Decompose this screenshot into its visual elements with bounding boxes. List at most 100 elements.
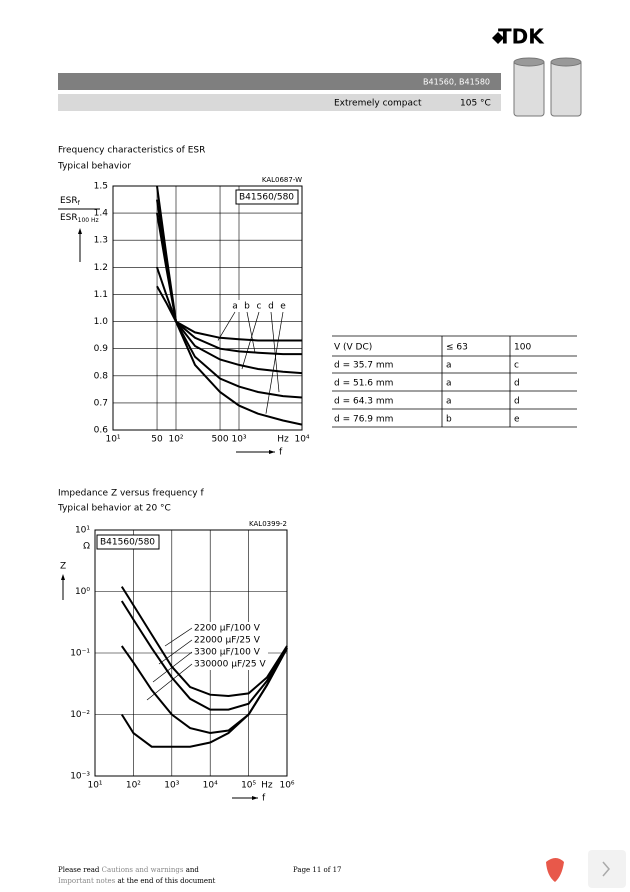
footer-note: Important notes at the end of this docum… — [58, 877, 216, 885]
table-cell: d = 76.9 mm — [334, 415, 393, 425]
x-label: f — [279, 448, 283, 458]
leader-line — [270, 311, 280, 393]
app-logo — [546, 858, 564, 882]
table-cell: b — [446, 415, 452, 425]
table-cell: d = 64.3 mm — [334, 397, 393, 407]
series-label: 2200 µF/100 V — [194, 624, 261, 634]
y-tick-label: 10⁻¹ — [70, 649, 90, 659]
subtitle-bar — [58, 94, 501, 111]
x-label: f — [262, 794, 266, 804]
table-cell: d = 35.7 mm — [334, 361, 393, 371]
table-cell: e — [514, 415, 520, 425]
viewer-controls — [546, 850, 626, 888]
x-tick-label: 10² — [168, 435, 183, 445]
y-tick-label: 10⁻² — [70, 710, 90, 720]
x-tick-label: 10⁵ — [241, 781, 256, 791]
page-number: Page 11 of 17 — [293, 866, 342, 874]
y-tick-label: 10⁰ — [75, 587, 90, 597]
x-tick-label: 10³ — [231, 435, 246, 445]
table-cell: a — [446, 361, 452, 371]
series-label: 22000 µF/25 V — [194, 636, 261, 646]
unit-bg — [258, 779, 275, 791]
x-arrow-head — [252, 796, 258, 800]
section-title: Impedance Z versus frequency f — [58, 489, 204, 499]
label-bg — [231, 300, 240, 312]
y-tick-label: 0.8 — [94, 371, 109, 381]
y-label-sub: 100 Hz — [78, 217, 99, 224]
temperature: 105 °C — [460, 99, 491, 109]
series-label: d — [268, 302, 274, 312]
table-header: 100 — [514, 343, 531, 353]
y-unit: Ω — [83, 542, 90, 552]
y-tick-label: 0.9 — [94, 344, 109, 354]
y-label: Z — [60, 562, 66, 572]
capacitor-images — [513, 57, 582, 117]
x-tick-label: 10⁴ — [294, 435, 309, 445]
label-bg — [255, 300, 264, 312]
series-label: a — [232, 302, 238, 312]
footer-note: Please read Cautions and warnings and — [58, 866, 199, 874]
series-label: 3300 µF/100 V — [194, 648, 261, 658]
label-bg — [192, 622, 268, 634]
series-line — [120, 647, 288, 748]
x-unit: Hz — [261, 781, 273, 791]
table-cell: d = 51.6 mm — [334, 379, 393, 389]
x-tick-label: 10³ — [164, 781, 179, 791]
logo: TDK — [498, 25, 545, 49]
series-line — [156, 266, 302, 356]
leader-line — [158, 639, 193, 665]
title-box — [96, 534, 160, 550]
series-label: b — [244, 302, 250, 312]
y-label-part: ESR — [60, 196, 78, 206]
label-bg — [243, 300, 252, 312]
table-header: V (V DC) — [334, 343, 372, 353]
section-title: Frequency characteristics of ESR — [58, 146, 205, 156]
chart-title: B41560/580 — [100, 538, 155, 548]
table-cell: a — [446, 379, 452, 389]
y-tick-label: 10⁻³ — [70, 772, 90, 782]
x-arrow-head — [269, 450, 275, 454]
title-box — [235, 189, 299, 205]
leader-line — [146, 663, 193, 701]
series-label: c — [257, 302, 262, 312]
y-tick-label: 1.2 — [94, 263, 108, 273]
label-bg — [267, 300, 276, 312]
section-subtitle: Typical behavior at 20 °C — [57, 504, 171, 514]
subtitle: Extremely compact — [334, 99, 422, 109]
y-label: ESRf — [60, 196, 81, 207]
x-unit: Hz — [277, 435, 289, 445]
table — [332, 335, 577, 428]
x-tick-label: 50 — [151, 435, 163, 445]
logo-mark — [492, 32, 504, 44]
x-tick-label: 500 — [211, 435, 228, 445]
x-tick-label: 10⁶ — [279, 781, 294, 791]
y-tick-label: 10¹ — [75, 526, 90, 536]
y-label-part: ESR — [60, 213, 78, 223]
header-bar — [58, 73, 501, 90]
leader-line — [164, 627, 193, 647]
label-bg — [192, 646, 268, 658]
series-line — [156, 199, 303, 399]
next-button[interactable] — [588, 850, 626, 888]
y-tick-label: 1.0 — [94, 317, 109, 327]
label-bg — [279, 300, 288, 312]
y-tick-label: 1.5 — [94, 182, 108, 192]
x-tick-label: 10⁴ — [203, 781, 218, 791]
series-line — [120, 600, 288, 711]
series-label: e — [280, 302, 286, 312]
label-bg — [192, 658, 268, 670]
chart-code: KAL0399-2 — [249, 520, 287, 528]
x-tick-label: 10¹ — [105, 435, 120, 445]
section-subtitle: Typical behavior — [57, 162, 131, 172]
y-arrow-head — [78, 228, 82, 234]
y-tick-label: 0.6 — [94, 426, 109, 436]
table-cell: d — [514, 379, 520, 389]
table-cell: d — [514, 397, 520, 407]
x-tick-label: 10¹ — [87, 781, 102, 791]
next-arrow — [602, 861, 610, 877]
chart-code: KAL0687-W — [262, 176, 302, 184]
leader-line — [241, 311, 260, 370]
y-label-sub: f — [78, 200, 81, 207]
y-tick-label: 1.1 — [94, 290, 108, 300]
series-line — [120, 586, 288, 698]
